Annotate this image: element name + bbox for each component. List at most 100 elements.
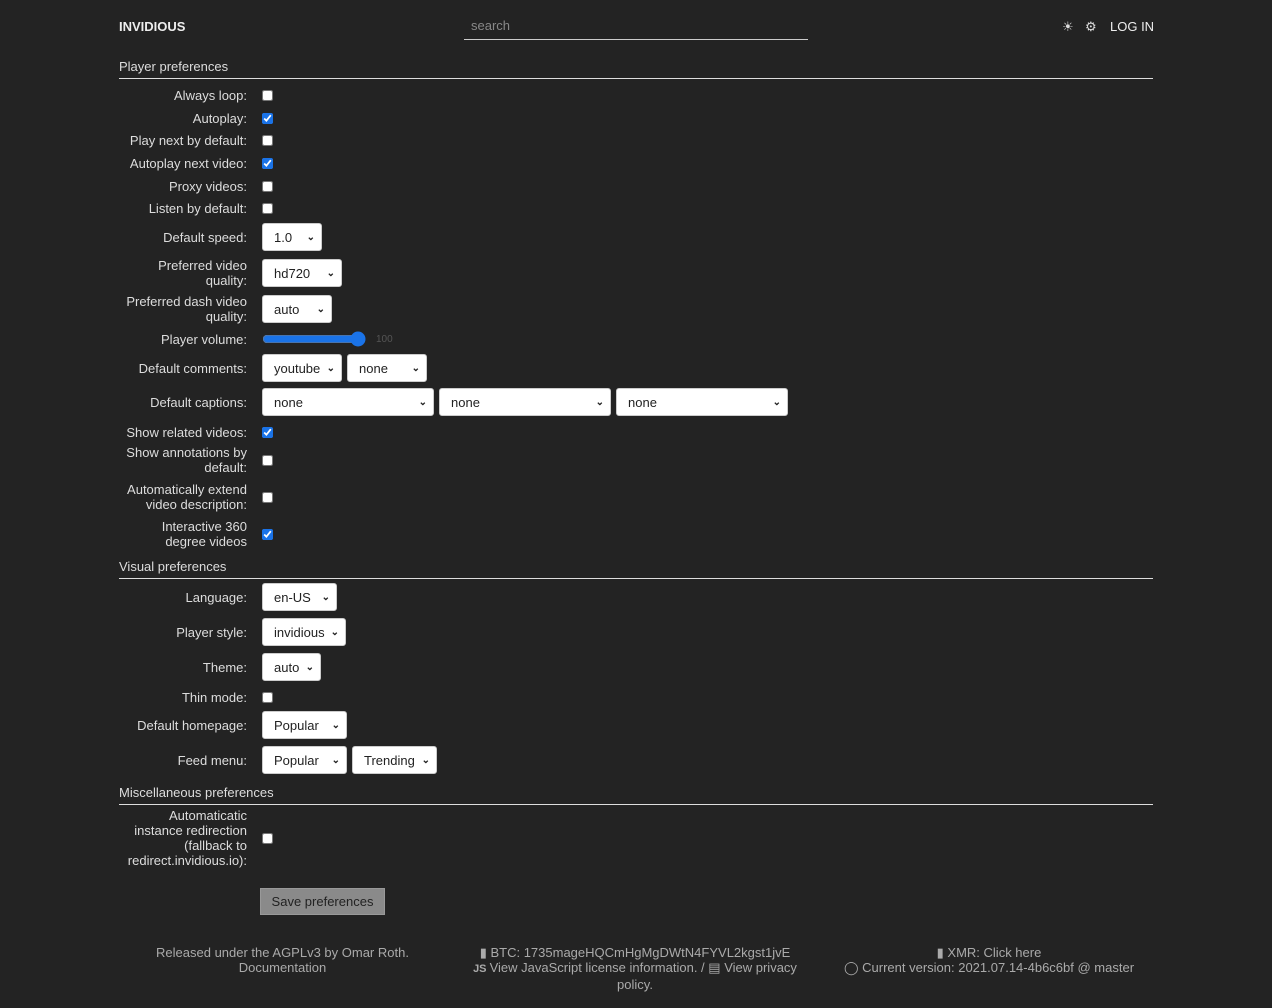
pref-row-preferred-video-quality: Preferred video quality: hd720 ⌄ xyxy=(119,258,342,288)
select-value: auto xyxy=(274,659,300,675)
version-link[interactable]: Current version: 2021.07.14-4b6c6bf @ ma… xyxy=(862,960,1135,975)
pref-label: Language: xyxy=(185,589,247,605)
volume-value: 100 xyxy=(376,333,393,345)
pref-row-theme: Theme: auto ⌄ xyxy=(119,652,321,682)
section-title-visual-preferences: Visual preferences xyxy=(119,559,1153,579)
pref-label: Automatically extend video description: xyxy=(127,482,247,512)
always-loop-checkbox[interactable] xyxy=(262,89,273,101)
pref-label: Show related videos: xyxy=(126,424,247,440)
wallet-icon: ▮ xyxy=(936,945,948,960)
proxy-videos-checkbox[interactable] xyxy=(262,180,273,192)
pref-row-automatically-extend-video-description: Automatically extend video description: xyxy=(119,482,273,512)
pref-row-show-annotations-by-default: Show annotations by default: xyxy=(119,445,273,475)
chevron-down-icon: ⌄ xyxy=(321,591,330,603)
pref-row-player-style: Player style: invidious ⌄ xyxy=(119,617,346,647)
brand-logo[interactable]: INVIDIOUS xyxy=(119,19,186,34)
pref-label: Play next by default: xyxy=(129,132,247,148)
feed-menu-select[interactable]: Popular ⌄ xyxy=(262,746,347,774)
show-annotations-by-default-checkbox[interactable] xyxy=(262,454,273,466)
privacy-link[interactable]: View privacy policy. xyxy=(617,960,797,992)
thin-mode-checkbox[interactable] xyxy=(262,691,273,703)
save-preferences-button[interactable]: Save preferences xyxy=(260,888,385,915)
chevron-down-icon: ⌄ xyxy=(326,362,335,374)
select-value: none xyxy=(274,394,303,410)
document-icon: ▤ xyxy=(708,960,725,975)
default-comments-select[interactable]: none ⌄ xyxy=(347,354,427,382)
btc-link[interactable]: BTC: 1735mageHQCmHgMgDWtN4FYVL2kgst1jvE xyxy=(490,945,791,960)
pref-label: Automaticatic instance redirection (fall… xyxy=(127,808,247,868)
preferred-dash-video-quality-select[interactable]: auto ⌄ xyxy=(262,295,332,323)
default-captions-select[interactable]: none ⌄ xyxy=(439,388,611,416)
wallet-icon: ▮ xyxy=(479,945,491,960)
separator: / xyxy=(697,960,709,975)
select-value: Popular xyxy=(274,717,319,733)
chevron-down-icon: ⌄ xyxy=(595,396,604,408)
preferred-video-quality-select[interactable]: hd720 ⌄ xyxy=(262,259,342,287)
pref-label: Preferred video quality: xyxy=(158,258,247,288)
pref-label: Preferred dash video quality: xyxy=(126,294,247,324)
default-homepage-select[interactable]: Popular ⌄ xyxy=(262,711,347,739)
chevron-down-icon: ⌄ xyxy=(305,661,314,673)
js-license-link[interactable]: View JavaScript license information. xyxy=(489,960,698,975)
sun-icon[interactable]: ☀ xyxy=(1062,19,1074,34)
language-select[interactable]: en-US ⌄ xyxy=(262,583,337,611)
gear-icon[interactable]: ⚙ xyxy=(1085,19,1097,34)
pref-row-interactive-360-degree-videos: Interactive 360 degree videos xyxy=(119,519,273,549)
volume-slider[interactable] xyxy=(262,333,366,345)
select-value: Trending xyxy=(364,752,415,768)
login-link[interactable]: LOG IN xyxy=(1110,19,1155,34)
interactive-360-degree-videos-checkbox[interactable] xyxy=(262,528,273,540)
chevron-down-icon: ⌄ xyxy=(330,626,339,638)
select-value: none xyxy=(451,394,480,410)
pref-row-play-next-by-default: Play next by default: xyxy=(119,125,273,155)
listen-by-default-checkbox[interactable] xyxy=(262,202,273,214)
pref-row-autoplay-next-video: Autoplay next video: xyxy=(119,148,273,178)
pref-row-default-speed: Default speed: 1.0 ⌄ xyxy=(119,222,322,252)
select-value: invidious xyxy=(274,624,325,640)
pref-row-autoplay: Autoplay: xyxy=(119,103,273,133)
automatically-extend-video-description-checkbox[interactable] xyxy=(262,491,273,503)
play-next-by-default-checkbox[interactable] xyxy=(262,134,273,146)
chevron-down-icon: ⌄ xyxy=(411,362,420,374)
automaticatic-instance-redirection-fallback-to-redirect-invidious-io-checkbox[interactable] xyxy=(262,832,273,844)
xmr-link[interactable]: XMR: Click here xyxy=(947,945,1042,960)
autoplay-checkbox[interactable] xyxy=(262,112,273,124)
chevron-down-icon: ⌄ xyxy=(316,303,325,315)
pref-row-feed-menu: Feed menu: Popular ⌄ Trending ⌄ xyxy=(119,745,437,775)
pref-label: Interactive 360 degree videos xyxy=(161,519,247,549)
pref-row-show-related-videos: Show related videos: xyxy=(119,417,273,447)
pref-row-player-volume: Player volume: 100 xyxy=(119,324,393,354)
select-value: 1.0 xyxy=(274,229,293,245)
default-speed-select[interactable]: 1.0 ⌄ xyxy=(262,223,322,251)
pref-label: Player style: xyxy=(176,624,247,640)
chevron-down-icon: ⌄ xyxy=(326,267,335,279)
pref-label: Autoplay: xyxy=(192,110,247,126)
autoplay-next-video-checkbox[interactable] xyxy=(262,157,273,169)
theme-select[interactable]: auto ⌄ xyxy=(262,653,321,681)
pref-row-language: Language: en-US ⌄ xyxy=(119,582,337,612)
show-related-videos-checkbox[interactable] xyxy=(262,426,273,438)
documentation-link[interactable]: Documentation xyxy=(238,960,327,975)
chevron-down-icon: ⌄ xyxy=(418,396,427,408)
pref-row-preferred-dash-video-quality: Preferred dash video quality: auto ⌄ xyxy=(119,294,332,324)
select-value: none xyxy=(359,360,388,376)
feed-menu-select[interactable]: Trending ⌄ xyxy=(352,746,437,774)
pref-row-automaticatic-instance-redirection-fallback-to-redirect-invidious-io: Automaticatic instance redirection (fall… xyxy=(119,808,273,868)
player-style-select[interactable]: invidious ⌄ xyxy=(262,618,346,646)
pref-label: Default speed: xyxy=(163,229,247,245)
pref-row-default-homepage: Default homepage: Popular ⌄ xyxy=(119,710,347,740)
chevron-down-icon: ⌄ xyxy=(772,396,781,408)
js-icon: JS xyxy=(473,963,490,975)
default-captions-select[interactable]: none ⌄ xyxy=(616,388,788,416)
pref-row-default-captions: Default captions: none ⌄ none ⌄ none ⌄ xyxy=(119,387,788,417)
pref-row-always-loop: Always loop: xyxy=(119,80,273,110)
pref-row-listen-by-default: Listen by default: xyxy=(119,193,273,223)
default-captions-select[interactable]: none ⌄ xyxy=(262,388,434,416)
search-input[interactable] xyxy=(464,12,808,40)
footer-right: ▮ XMR: Click here ◯ Current version: 202… xyxy=(840,945,1138,975)
github-icon: ◯ xyxy=(843,960,863,975)
select-value: en-US xyxy=(274,589,311,605)
pref-label: Feed menu: xyxy=(177,752,247,768)
section-title-miscellaneous-preferences: Miscellaneous preferences xyxy=(119,785,1153,805)
default-comments-select[interactable]: youtube ⌄ xyxy=(262,354,342,382)
